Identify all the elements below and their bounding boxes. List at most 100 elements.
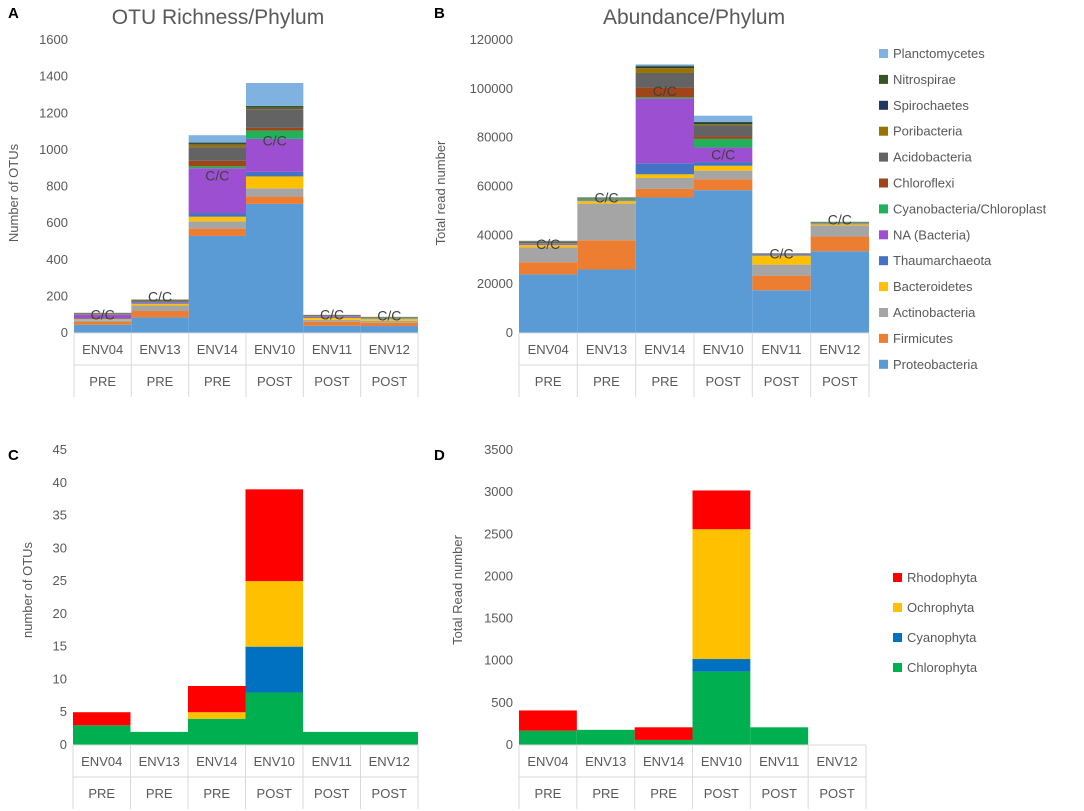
- panel-a-cc-annotation: C/C: [205, 167, 229, 183]
- panel-c-group-label: POST: [257, 786, 292, 801]
- panel-a-bar-nitrospirae-env14: [188, 142, 246, 144]
- panel-b-bar-firmicutes-env12: [810, 236, 869, 252]
- panel-b-ylabel: Total read number: [433, 140, 448, 245]
- panel-d-group-label: POST: [819, 786, 854, 801]
- panel-d-ytick-label: 3000: [484, 484, 513, 499]
- panel-b-bar-proteobacteria-env13: [577, 269, 636, 333]
- legend-label-ochrophyta: Ochrophyta: [907, 600, 975, 615]
- panel-b-group-label: POST: [705, 374, 740, 389]
- legend-label-bacteroidetes: Bacteroidetes: [893, 279, 973, 294]
- panel-c-ytick-label: 25: [53, 573, 67, 588]
- panel-b-bar-cyanobacteria-chloroplast-env13: [577, 199, 636, 201]
- panel-a-cc-annotation: C/C: [320, 306, 344, 322]
- panel-a-ytick-label: 0: [61, 325, 68, 340]
- panel-c-bar-cyanophyta-env10: [245, 646, 303, 693]
- panel-c-ytick-label: 45: [53, 442, 67, 457]
- panel-a-bar-acidobacteria-env14: [188, 147, 246, 161]
- panel-b-bar-firmicutes-env11: [752, 275, 811, 291]
- panel-b-category-label: ENV11: [761, 342, 801, 357]
- panel-a-bar-actinobacteria-env13: [131, 305, 189, 312]
- panel-b-bar-actinobacteria-env04: [519, 247, 578, 263]
- panel-c-chart: 0 5 10 15 20 25 30 35 40 45 ENV04 PRE ENV13 PRE ENV14 P…: [53, 442, 419, 809]
- panel-a-category-label: ENV14: [197, 342, 238, 357]
- panel-b-ytick-label: 80000: [477, 130, 513, 145]
- panel-a-bar-chloroflexi-env13: [131, 300, 189, 302]
- panel-a-bar-proteobacteria-env12: [360, 326, 418, 333]
- panel-b-cc-annotation: C/C: [536, 236, 560, 252]
- panel-d-ytick-label: 3500: [484, 442, 513, 457]
- panel-b-cc-annotation: C/C: [769, 246, 793, 262]
- panel-a-group-label: POST: [372, 374, 407, 389]
- panel-b-bar-proteobacteria-env11: [752, 290, 811, 333]
- legend-swatch-chloroflexi: [879, 178, 888, 188]
- legend-swatch-acidobacteria: [879, 152, 888, 162]
- panel-b-group-label: PRE: [651, 374, 678, 389]
- legend-swatch-chlorophyta: [893, 663, 902, 672]
- panel-c-bar-chlorophyta-env10: [245, 692, 303, 745]
- panel-b-category-label: ENV14: [644, 342, 685, 357]
- panel-a-bar-bacteroidetes-env04: [74, 319, 132, 321]
- panel-a-bar-bacteroidetes-env14: [188, 216, 246, 222]
- panel-d-ytick-label: 0: [506, 737, 513, 752]
- panel-b-bar-bacteroidetes-env13: [577, 201, 636, 204]
- panel-a-category-label: ENV04: [82, 342, 123, 357]
- panel-b-chart: 0 20000 40000 60000 80000 100000 120000 ENV04 PR…: [470, 32, 870, 397]
- panel-c-ytick-label: 20: [53, 606, 67, 621]
- panel-c-ytick-label: 0: [60, 737, 67, 752]
- panel-d-bar-rhodophyta-env14: [634, 727, 693, 740]
- panel-b-bar-na-bacteria-env10: [694, 147, 753, 163]
- panel-b-bar-nitrospirae-env10: [694, 121, 753, 124]
- panel-a-cc-annotation: C/C: [148, 289, 172, 305]
- panel-c-group-label: PRE: [203, 786, 230, 801]
- panel-a-bar-chloroflexi-env14: [188, 160, 246, 167]
- phylum-legend: Planctomycetes Nitrospirae Spirochaetes Por…: [879, 46, 1047, 372]
- panel-a-bar-actinobacteria-env04: [74, 320, 132, 323]
- panel-b-cc-annotation: C/C: [594, 189, 618, 205]
- panel-b-bar-actinobacteria-env10: [694, 170, 753, 180]
- panel-b-cc-annotation: C/C: [711, 147, 735, 163]
- panel-d-bar-chlorophyta-env13: [576, 729, 635, 745]
- panel-a-bar-cyanobacteria-chloroplast-env14: [188, 166, 246, 169]
- panel-b-bar-proteobacteria-env14: [635, 197, 694, 333]
- panel-b-bar-cyanobacteria-chloroplast-env10: [694, 138, 753, 148]
- panel-a-bar-actinobacteria-env11: [303, 319, 361, 322]
- panel-c-category-label: ENV11: [312, 754, 352, 769]
- panel-a-cc-annotation: C/C: [263, 132, 287, 148]
- panel-c-group-label: PRE: [146, 786, 173, 801]
- panel-a-cc-annotation: C/C: [377, 308, 401, 324]
- panel-a-bar-poribacteria-env14: [188, 144, 246, 148]
- panel-c-bar-rhodophyta-env10: [245, 489, 303, 582]
- legend-label-acidobacteria: Acidobacteria: [893, 150, 973, 165]
- panel-b-category-label: ENV13: [586, 342, 627, 357]
- panel-c-ytick-label: 35: [53, 508, 67, 523]
- panel-b-group-label: PRE: [593, 374, 620, 389]
- panel-d-bar-chlorophyta-env04: [519, 730, 577, 745]
- panel-d-group-label: PRE: [650, 786, 677, 801]
- panel-b-bar-acidobacteria-env10: [694, 125, 753, 137]
- panel-a-bar-na-bacteria-env14: [188, 168, 246, 214]
- panel-c-bar-chlorophyta-env12: [360, 731, 418, 745]
- legend-swatch-nitrospirae: [879, 74, 888, 84]
- panel-c-bar-chlorophyta-env13: [130, 731, 188, 745]
- panel-a-bar-poribacteria-env10: [246, 108, 304, 110]
- panel-a-bar-proteobacteria-env13: [131, 317, 189, 333]
- panel-b-bar-proteobacteria-env12: [810, 251, 869, 333]
- panel-d-ylabel: Total Read number: [450, 534, 465, 645]
- legend-swatch-thaumarchaeota: [879, 256, 888, 266]
- panel-b-bar-na-bacteria-env14: [635, 98, 694, 164]
- panel-d-chart: 0 500 1000 1500 2000 2500 3000 3500 ENV04 PRE ENV1…: [484, 442, 867, 809]
- legend-swatch-proteobacteria: [879, 359, 888, 369]
- panel-b-title: Abundance/Phylum: [603, 6, 785, 29]
- panel-d-category-label: ENV13: [585, 754, 626, 769]
- panel-d-bar-rhodophyta-env04: [519, 710, 577, 731]
- panel-b-ytick-label: 20000: [477, 276, 513, 291]
- panel-a-bar-firmicutes-env12: [360, 322, 418, 327]
- panel-b-bar-planctomycetes-env10: [694, 115, 753, 122]
- legend-label-na-bacteria: NA (Bacteria): [893, 227, 970, 242]
- panel-c-ytick-label: 5: [60, 704, 67, 719]
- panel-b-bar-firmicutes-env14: [635, 188, 694, 198]
- panel-a-letter: A: [8, 5, 19, 22]
- panel-b-bar-actinobacteria-env11: [752, 264, 811, 276]
- panel-d-category-label: ENV04: [527, 754, 568, 769]
- panel-a-bar-na-bacteria-env13: [131, 301, 189, 303]
